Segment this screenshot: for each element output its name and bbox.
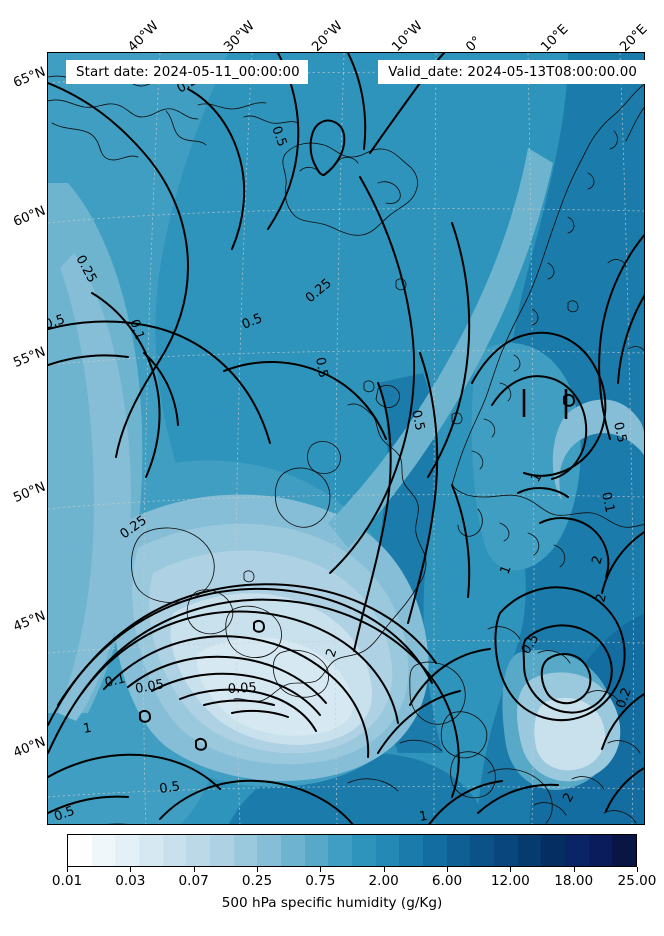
start-date-text: Start date: 2024-05-11_00:00:00 — [76, 64, 300, 80]
lat-tick-65N: 65°N — [11, 64, 48, 91]
colorbar-swatch-21 — [565, 835, 589, 866]
contour-short-marks — [522, 389, 568, 419]
colorbar-container[interactable]: 0.01 0.03 0.07 0.25 0.75 2.00 6.00 12.00 18.00 25… — [52, 834, 656, 889]
colorbar-swatch-5 — [186, 835, 211, 866]
colorbar-ticklabel-3: 0.25 — [241, 873, 273, 889]
colorbar-swatch-0 — [68, 835, 92, 866]
lon-tick-40W: 40°W — [125, 18, 162, 55]
contour-label-0-05-a: 0.05 — [134, 677, 165, 697]
contour-label-1-c: 1 — [82, 721, 93, 737]
colorbar-gradient[interactable] — [67, 834, 637, 867]
colorbar-ticklabel-2: 0.07 — [178, 873, 209, 889]
contour-label-0-5-b: 0.5 — [240, 311, 265, 333]
contour-label-2-d: 2 — [593, 592, 610, 604]
lon-tick-20E: 20°E — [617, 21, 651, 55]
field-dry-se-core2 — [534, 697, 606, 771]
colorbar-ticklabel-9: 25.00 — [617, 873, 657, 889]
colorbar-swatch-11 — [328, 835, 353, 866]
contour-label-0-05-b: 0.05 — [227, 680, 257, 696]
colorbar-tickmark-9 — [637, 867, 638, 872]
colorbar-tickmark-5 — [383, 867, 385, 872]
colorbar-swatch-13 — [375, 835, 400, 866]
lon-tick-10E: 10°E — [538, 21, 572, 55]
colorbar-ticklabel-7: 12.00 — [490, 873, 530, 889]
start-date-annotation: Start date: 2024-05-11_00:00:00 — [66, 60, 308, 84]
colorbar-tickmark-1 — [130, 867, 132, 872]
colorbar-swatch-23 — [612, 835, 637, 866]
contour-label-0-5-d: 0.5 — [408, 409, 427, 432]
contour-label-0-1-c: 0.1 — [103, 671, 127, 691]
lat-tick-45N: 45°N — [11, 608, 48, 635]
colorbar-swatch-14 — [399, 835, 424, 866]
lon-tick-20W: 20°W — [309, 18, 346, 55]
colorbar-tickmark-0 — [67, 867, 68, 872]
contour-label-0-5-f: 0.5 — [610, 421, 629, 444]
lat-tick-60N: 60°N — [11, 203, 48, 230]
colorbar-swatch-12 — [352, 835, 376, 866]
colorbar-tickmark-2 — [193, 867, 195, 872]
colorbar-ticklabel-8: 18.00 — [554, 873, 594, 889]
colorbar-swatch-8 — [257, 835, 282, 866]
contour-lines — [48, 53, 644, 824]
contour-label-0-5-h: 0.5 — [158, 779, 181, 797]
colorbar-tickmark-7 — [510, 867, 512, 872]
colorbar-swatch-6 — [210, 835, 234, 866]
colorbar-swatch-20 — [541, 835, 566, 866]
map-svg: 0.25 0.1 0.5 0.5 0.5 0.25 0.25 0.5 0.5 1… — [48, 53, 644, 825]
field-dry-ribbon-scandi — [552, 399, 644, 501]
field-mid-scandi — [471, 343, 581, 571]
colorbar-swatch-2 — [115, 835, 140, 866]
contour-label-0-5-c: 0.5 — [268, 124, 289, 149]
lat-tick-40N: 40°N — [11, 734, 48, 761]
lat-tick-55N: 55°N — [11, 344, 48, 371]
colorbar-tickmark-4 — [320, 867, 322, 872]
colorbar-ticklabel-0: 0.01 — [51, 873, 83, 889]
colorbar-swatch-10 — [304, 835, 329, 866]
lat-tick-50N: 50°N — [11, 479, 48, 506]
colorbar-swatch-4 — [162, 835, 187, 866]
colorbar-swatch-17 — [470, 835, 495, 866]
contour-label-1-d: 1 — [418, 809, 429, 825]
contour-label-0-1: 0.1 — [126, 318, 147, 342]
contour-label-0-2: 0.2 — [614, 686, 635, 711]
valid-date-text: Valid_date: 2024-05-13T08:00:00.00 — [388, 64, 637, 80]
contour-label-0-1-b: 0.1 — [598, 491, 617, 514]
colorbar-tickmark-6 — [447, 867, 448, 872]
lon-tick-30W: 30°W — [221, 18, 258, 55]
colorbar-tickmark-3 — [257, 867, 258, 872]
contour-label-0-5-a: 0.5 — [48, 312, 67, 333]
colorbar-ticklabel-6: 6.00 — [431, 873, 463, 889]
colorbar-tickmark-8 — [573, 867, 575, 872]
colorbar-swatch-22 — [588, 835, 613, 866]
colorbar-swatch-19 — [517, 835, 542, 866]
colorbar-ticklabel-4: 0.75 — [305, 873, 336, 889]
colorbar-ticklabel-1: 0.03 — [115, 873, 146, 889]
colorbar-swatch-3 — [139, 835, 163, 866]
colorbar-swatch-16 — [446, 835, 471, 866]
colorbar-swatch-15 — [423, 835, 447, 866]
contour-label-0-5-i: 0.5 — [52, 804, 77, 825]
colorbar-swatch-7 — [233, 835, 258, 866]
colorbar-ticklabel-5: 2.00 — [368, 873, 399, 889]
lon-tick-10W: 10°W — [389, 18, 426, 55]
colorbar-swatch-18 — [494, 835, 518, 866]
contour-label-0-5-e: 0.5 — [312, 356, 330, 379]
map-plot-area[interactable]: 0.25 0.1 0.5 0.5 0.5 0.25 0.25 0.5 0.5 1… — [47, 52, 645, 825]
colorbar-swatch-9 — [281, 835, 305, 866]
colorbar-axis-label: 500 hPa specific humidity (g/Kg) — [221, 895, 443, 911]
valid-date-annotation: Valid_date: 2024-05-13T08:00:00.00 — [378, 60, 645, 84]
contour-label-2-a: 2 — [589, 554, 606, 566]
colorbar-swatch-1 — [91, 835, 116, 866]
